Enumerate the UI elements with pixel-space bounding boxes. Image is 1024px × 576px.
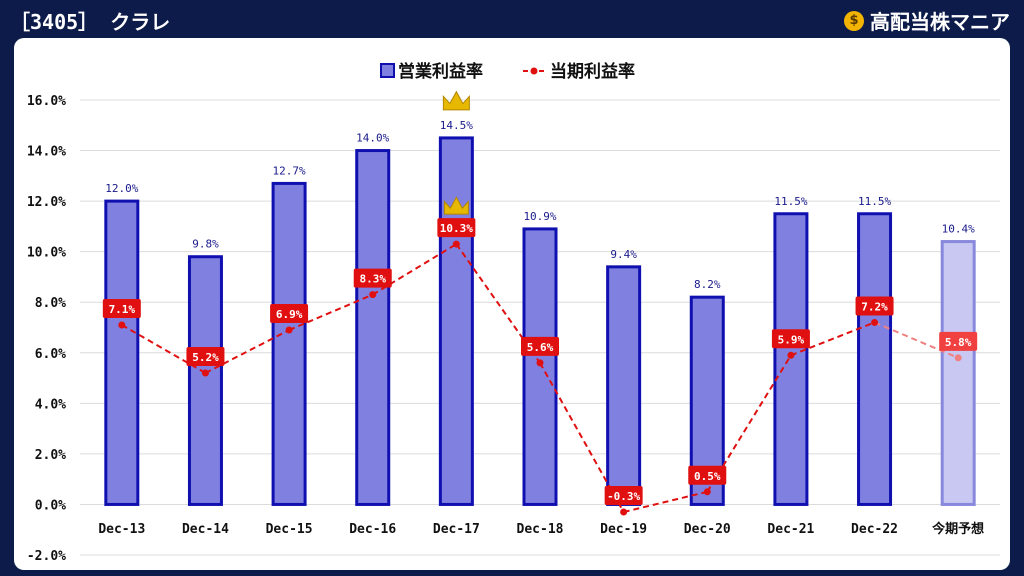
bar-value-label: 11.5% [858,195,891,208]
x-tick-label: Dec-13 [98,522,145,537]
chart-panel [14,38,1010,570]
line-point [369,291,377,299]
y-tick-label: 14.0% [27,145,66,160]
crown-icon [443,196,469,215]
line-value-label: 6.9% [276,308,303,321]
x-tick-label: 今期予想 [931,521,984,537]
line-point [954,354,962,362]
bar [355,149,391,506]
bar [606,265,642,506]
line-segment [790,321,875,357]
line-segment [372,243,457,296]
x-tick-label: Dec-19 [600,522,647,537]
line-segment [874,321,959,359]
x-tick-label: Dec-20 [684,522,731,537]
line-label-box [186,347,225,366]
brand-logo: $ 高配当株マニア [844,6,1010,35]
line-label-box [437,218,476,238]
line-value-label: 5.9% [778,333,805,346]
line-point [118,321,126,329]
y-tick-label: 6.0% [35,347,66,362]
line-label-box [939,331,978,351]
line-value-label: 5.2% [192,351,219,364]
line-label-box [353,268,392,288]
line-value-label: 7.1% [109,303,136,316]
x-tick-label: Dec-14 [182,522,229,537]
line-label-box [855,296,894,316]
bar [940,240,976,506]
line-value-label: 8.3% [359,273,386,286]
x-tick-label: Dec-21 [767,522,814,537]
x-tick-label: Dec-16 [349,522,396,537]
x-tick-label: Dec-15 [266,522,313,537]
y-tick-label: 0.0% [35,498,66,513]
bar [104,199,140,506]
y-tick-label: 8.0% [35,296,66,311]
legend-bar-label: 営業利益率 [398,61,483,82]
line-point [787,351,795,359]
y-tick-label: 10.0% [27,246,66,261]
line-segment [623,490,708,513]
legend-line-label: 当期利益率 [550,61,635,82]
bar-value-label: 11.5% [774,195,807,208]
bar [857,212,893,506]
line-label-box [604,486,643,506]
bar-value-label: 8.2% [694,278,721,291]
legend-bar-swatch [380,63,395,78]
crown-icon [442,90,470,111]
line-point [871,318,879,326]
bar-value-label: 9.4% [610,248,637,261]
line-value-label: 10.3% [440,222,473,235]
bar [187,255,223,506]
bar-value-label: 14.5% [440,119,473,132]
brand-name: 高配当株マニア [870,10,1010,34]
bar [522,227,558,506]
bar-value-label: 12.7% [273,164,306,177]
line-label-box [521,336,559,356]
line-label-box [771,329,810,349]
bar-value-label: 10.9% [523,210,556,223]
line-point [201,369,209,377]
bar-value-label: 14.0% [356,132,389,145]
line-label-box [688,465,727,485]
line-value-label: 5.6% [527,341,554,354]
bar-value-label: 10.4% [942,223,975,236]
line-label-box [270,304,309,324]
bar-value-label: 9.8% [192,238,219,251]
page-title: ［3405］ クラレ [10,10,171,34]
bar [438,136,474,506]
x-tick-label: Dec-17 [433,522,480,537]
line-point [285,326,293,334]
money-bag-icon: $ [844,10,864,31]
bar [773,212,809,506]
line-point [620,508,628,516]
line-point [536,359,544,367]
bar-value-label: 12.0% [105,182,138,195]
legend-line-marker [530,67,538,75]
line-segment [706,354,792,493]
line-point [703,488,711,496]
line-segment [288,293,374,331]
bar [271,181,307,506]
x-tick-label: Dec-22 [851,522,898,537]
x-tick-label: Dec-18 [517,522,564,537]
line-value-label: 0.5% [694,470,721,483]
y-tick-label: 2.0% [35,448,66,463]
y-tick-label: 12.0% [27,195,66,210]
y-tick-label: 4.0% [35,397,66,412]
line-value-label: 5.8% [945,336,972,349]
y-tick-label: -2.0% [27,549,66,564]
y-tick-label: 16.0% [27,94,66,109]
line-point [452,240,460,248]
line-value-label: -0.3% [607,490,640,503]
line-value-label: 7.2% [861,300,888,313]
line-label-box [102,298,141,318]
